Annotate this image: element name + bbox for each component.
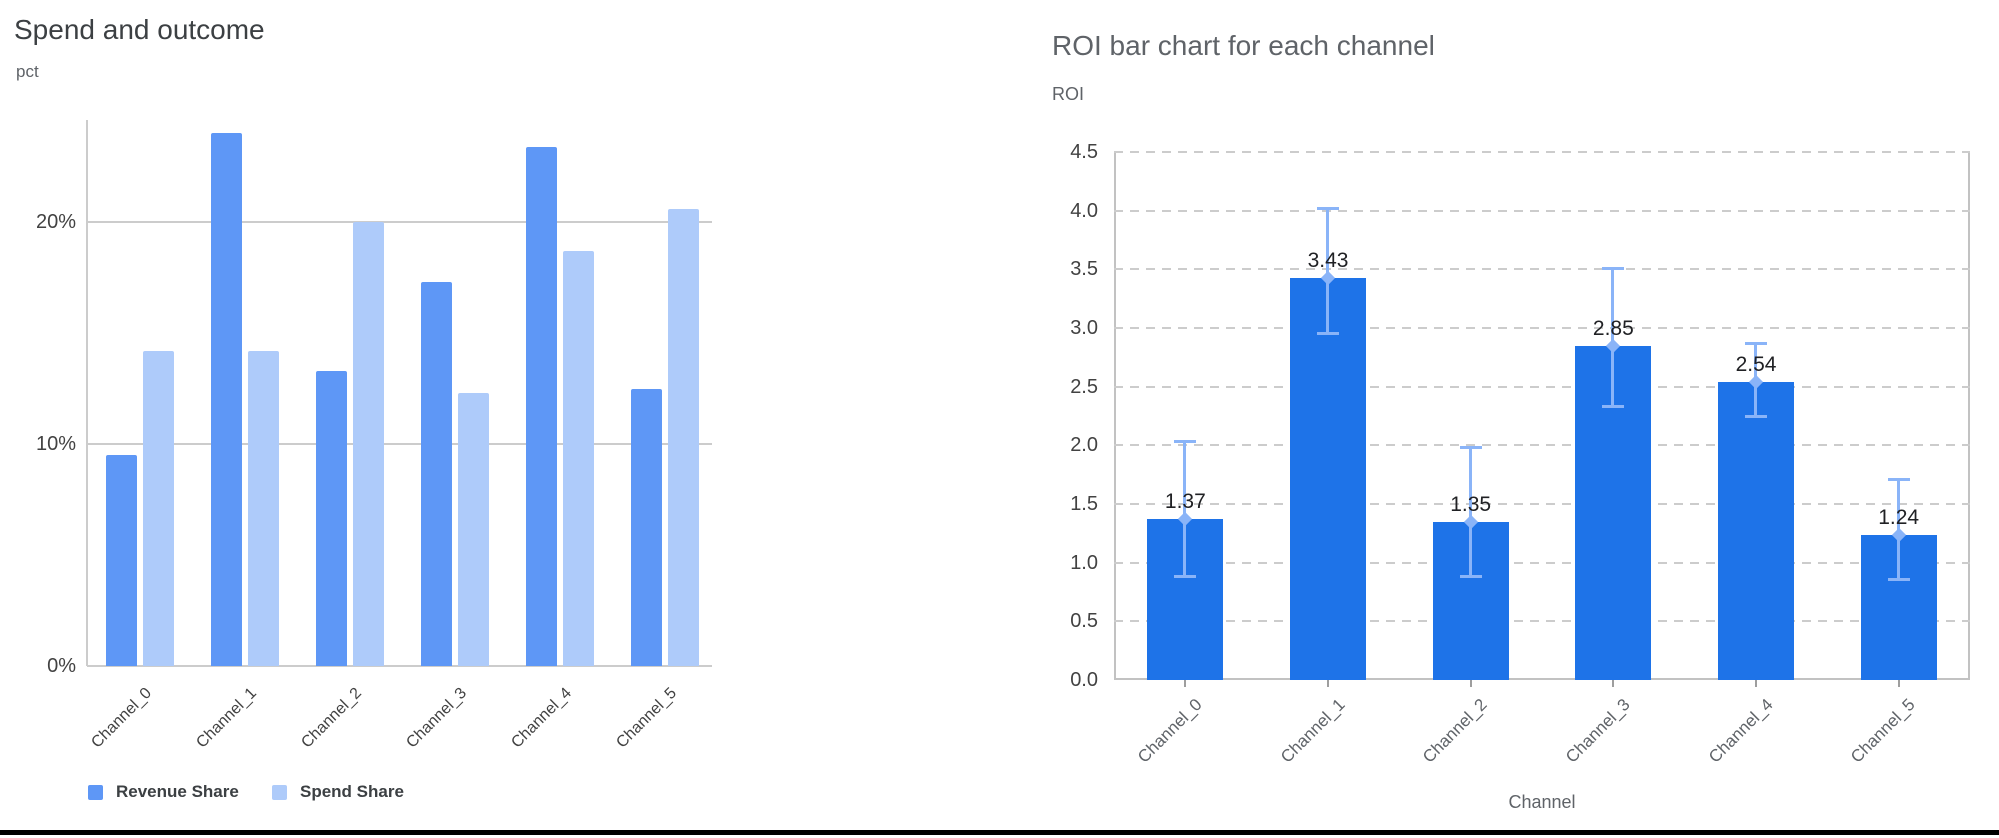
left-x-tick-label-channel_0: Channel_0 (88, 684, 156, 752)
right-y-tick-label: 1.0 (1070, 551, 1098, 574)
right-y-tick-label: 3.0 (1070, 317, 1098, 339)
error-bar-cap-top (1745, 342, 1767, 346)
right-gridline-0.5 (1114, 620, 1970, 623)
right-gridline-4.0 (1114, 209, 1970, 212)
legend-swatch-revenue-share (88, 784, 103, 800)
right-x-tick-label-channel_4: Channel_4 (1704, 694, 1777, 767)
right-plot-frame (1114, 152, 1970, 680)
right-gridline-1.5 (1114, 503, 1970, 505)
right-x-axis-title: Channel (1508, 792, 1576, 812)
bar-revenue-share-channel_4 (526, 146, 557, 666)
right-gridline-1.0 (1114, 561, 1970, 564)
left-chart-title: Spend and outcome (14, 14, 265, 45)
error-bar-line (1611, 268, 1615, 407)
left-gridline-20% (87, 221, 712, 223)
bar-spend-share-channel_3 (458, 392, 489, 666)
bar-revenue-share-channel_0 (106, 455, 137, 666)
error-bar-line (1183, 440, 1187, 577)
right-chart-title: ROI bar chart for each channel (1052, 30, 1435, 61)
right-gridline-2.0 (1114, 444, 1970, 447)
bottom-border-rule (0, 830, 1999, 835)
value-label-channel_3: 2.85 (1592, 316, 1634, 340)
bar-spend-share-channel_0 (143, 350, 174, 666)
error-bar-cap-bottom (1887, 578, 1910, 582)
value-label-channel_4: 2.54 (1735, 352, 1777, 376)
right-x-tick-mark (1327, 680, 1329, 687)
left-x-tick-label-channel_4: Channel_4 (508, 684, 576, 752)
right-y-axis-unit-label: ROI (1052, 84, 1085, 104)
left-x-tick-label-channel_2: Channel_2 (298, 684, 366, 752)
value-label-channel_0: 1.37 (1164, 490, 1206, 514)
right-y-tick-label: 3.5 (1070, 258, 1098, 281)
left-y-axis-line (86, 120, 88, 666)
left-y-axis-unit-label: pct (16, 62, 39, 81)
error-bar-line (1468, 446, 1472, 577)
legend-item-revenue-share: Revenue Share (88, 782, 239, 802)
right-x-tick-mark (1612, 680, 1615, 687)
value-label-channel_5: 1.24 (1878, 505, 1920, 529)
right-gridline-3.0 (1114, 327, 1970, 329)
left-x-tick-label-channel_1: Channel_1 (193, 684, 261, 752)
error-bar-cap-bottom (1602, 404, 1625, 408)
right-y-tick-label: 4.0 (1070, 199, 1098, 222)
right-y-tick-label: 0.5 (1070, 610, 1098, 633)
error-bar-cap-top (1174, 439, 1197, 443)
left-gridline-0% (87, 665, 712, 667)
left-x-tick-label-channel_3: Channel_3 (403, 684, 471, 752)
bar-revenue-share-channel_3 (421, 281, 452, 666)
roi-bar-channel_4 (1718, 381, 1794, 680)
error-bar-cap-bottom (1174, 574, 1197, 578)
bar-spend-share-channel_4 (563, 250, 594, 666)
right-y-tick-label: 2.5 (1070, 375, 1098, 398)
bar-spend-share-channel_1 (248, 350, 279, 666)
bar-revenue-share-channel_5 (631, 388, 662, 666)
right-y-tick-label: 4.5 (1070, 141, 1098, 163)
error-bar-cap-top (1317, 207, 1339, 211)
error-bar-cap-top (1602, 267, 1625, 271)
bar-spend-share-channel_2 (353, 222, 384, 666)
left-y-tick-label: 0% (47, 655, 76, 677)
right-x-tick-mark (1755, 680, 1757, 687)
right-x-tick-label-channel_2: Channel_2 (1419, 694, 1492, 767)
left-y-tick-label: 10% (35, 433, 76, 455)
right-x-tick-label-channel_1: Channel_1 (1276, 694, 1349, 767)
left-y-tick-label: 20% (35, 211, 76, 233)
right-x-tick-label-channel_5: Channel_5 (1847, 694, 1920, 767)
error-bar-cap-bottom (1317, 331, 1339, 335)
right-x-tick-mark (1184, 680, 1187, 687)
legend-label: Spend Share (300, 782, 404, 801)
legend-item-spend-share: Spend Share (272, 782, 404, 802)
right-gridline-4.5 (1114, 151, 1970, 153)
right-y-tick-label: 1.5 (1070, 493, 1098, 515)
value-label-channel_2: 1.35 (1450, 492, 1492, 516)
bar-revenue-share-channel_2 (316, 370, 347, 666)
right-gridline-3.5 (1114, 268, 1970, 271)
right-x-tick-label-channel_3: Channel_3 (1562, 694, 1634, 767)
legend-label: Revenue Share (116, 782, 239, 801)
bar-spend-share-channel_5 (668, 208, 699, 666)
error-bar-cap-top (1887, 478, 1910, 482)
right-y-tick-label: 0.0 (1070, 669, 1098, 691)
error-bar-cap-bottom (1745, 415, 1767, 419)
legend-swatch-spend-share (272, 784, 287, 800)
left-x-tick-label-channel_5: Channel_5 (613, 684, 681, 752)
right-gridline-2.5 (1114, 385, 1970, 388)
value-label-channel_1: 3.43 (1307, 248, 1349, 272)
bar-revenue-share-channel_1 (211, 133, 242, 666)
error-bar-cap-bottom (1459, 574, 1482, 578)
right-y-tick-label: 2.0 (1070, 434, 1098, 457)
roi-bar-channel_1 (1290, 277, 1366, 680)
error-bar-cap-top (1459, 445, 1482, 449)
right-x-tick-mark (1469, 680, 1472, 687)
right-x-tick-label-channel_0: Channel_0 (1134, 694, 1206, 767)
right-x-tick-mark (1897, 680, 1900, 687)
left-gridline-10% (87, 443, 712, 445)
